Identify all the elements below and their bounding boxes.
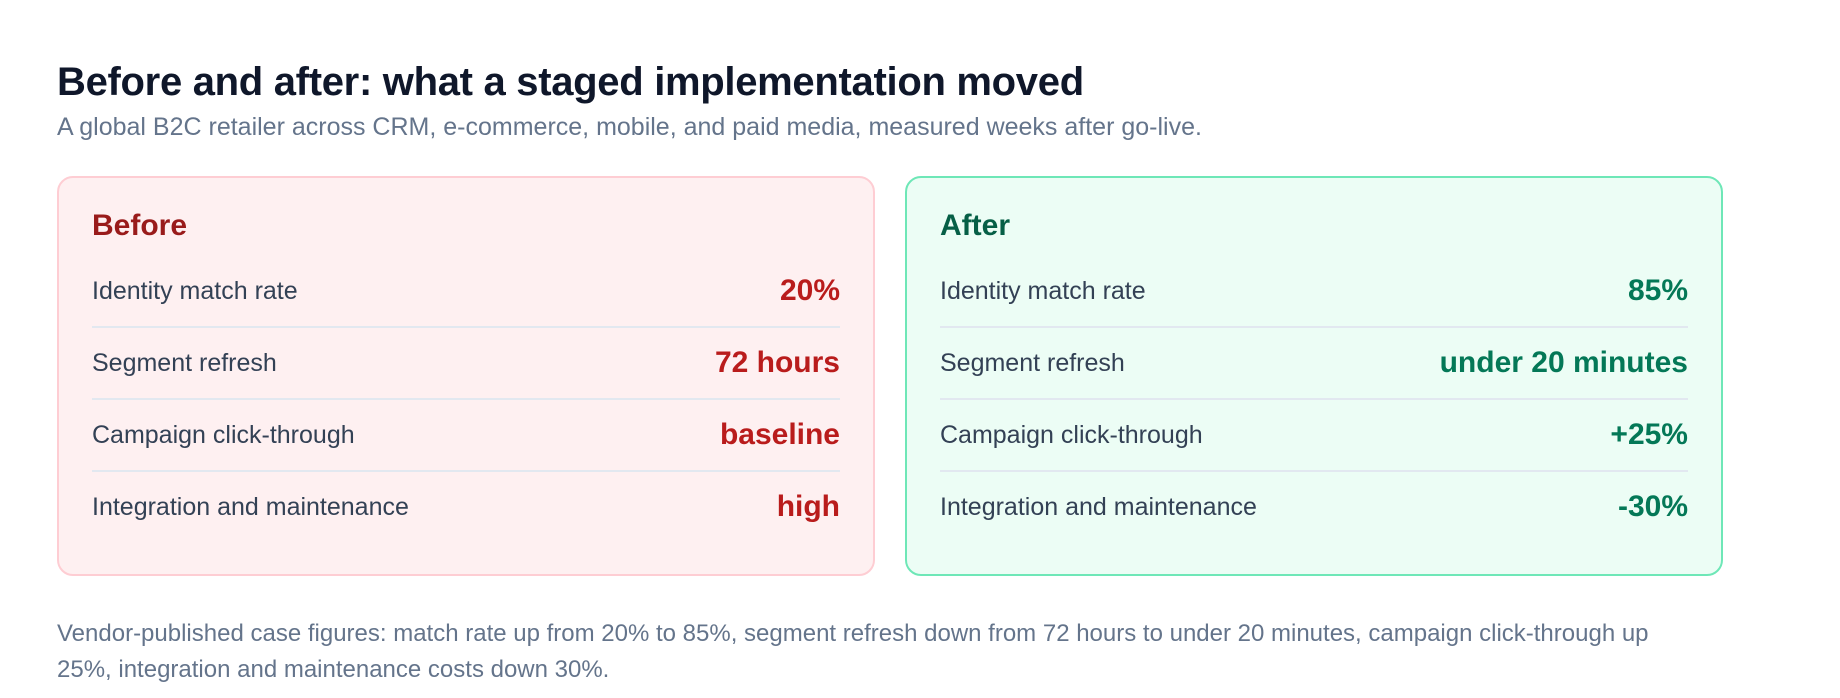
metric-value: under 20 minutes	[1439, 346, 1688, 379]
metric-label: Identity match rate	[92, 276, 298, 305]
before-card-title: Before	[92, 209, 188, 242]
before-row-click-through: Campaign click-through baseline	[92, 400, 840, 472]
metric-label: Campaign click-through	[940, 420, 1203, 449]
before-row-integration: Integration and maintenance high	[92, 472, 840, 542]
metric-label: Identity match rate	[940, 276, 1146, 305]
page-title: Before and after: what a staged implemen…	[57, 60, 1084, 104]
before-row-identity-match: Identity match rate 20%	[92, 256, 840, 328]
after-card-title: After	[940, 209, 1011, 242]
before-row-segment-refresh: Segment refresh 72 hours	[92, 328, 840, 400]
metric-value: baseline	[719, 418, 840, 451]
metric-value: +25%	[1610, 418, 1688, 451]
after-row-integration: Integration and maintenance -30%	[940, 472, 1688, 542]
metric-value: 72 hours	[714, 346, 840, 379]
after-row-segment-refresh: Segment refresh under 20 minutes	[940, 328, 1688, 400]
after-row-click-through: Campaign click-through +25%	[940, 400, 1688, 472]
metric-value: high	[776, 490, 840, 523]
metric-value: -30%	[1617, 490, 1688, 523]
metric-value: 20%	[779, 274, 840, 307]
comparison-cards: Before Identity match rate 20% Segment r…	[57, 176, 1783, 576]
metric-label: Integration and maintenance	[92, 492, 409, 521]
after-card: After Identity match rate 85% Segment re…	[905, 176, 1723, 576]
after-row-identity-match: Identity match rate 85%	[940, 256, 1688, 328]
metric-value: 85%	[1627, 274, 1688, 307]
footnote: Vendor-published case figures: match rat…	[57, 620, 1649, 683]
metric-label: Campaign click-through	[92, 420, 355, 449]
before-card: Before Identity match rate 20% Segment r…	[57, 176, 875, 576]
metric-label: Integration and maintenance	[940, 492, 1257, 521]
metric-label: Segment refresh	[92, 348, 277, 377]
page-subtitle: A global B2C retailer across CRM, e-comm…	[57, 113, 1202, 141]
metric-label: Segment refresh	[940, 348, 1125, 377]
